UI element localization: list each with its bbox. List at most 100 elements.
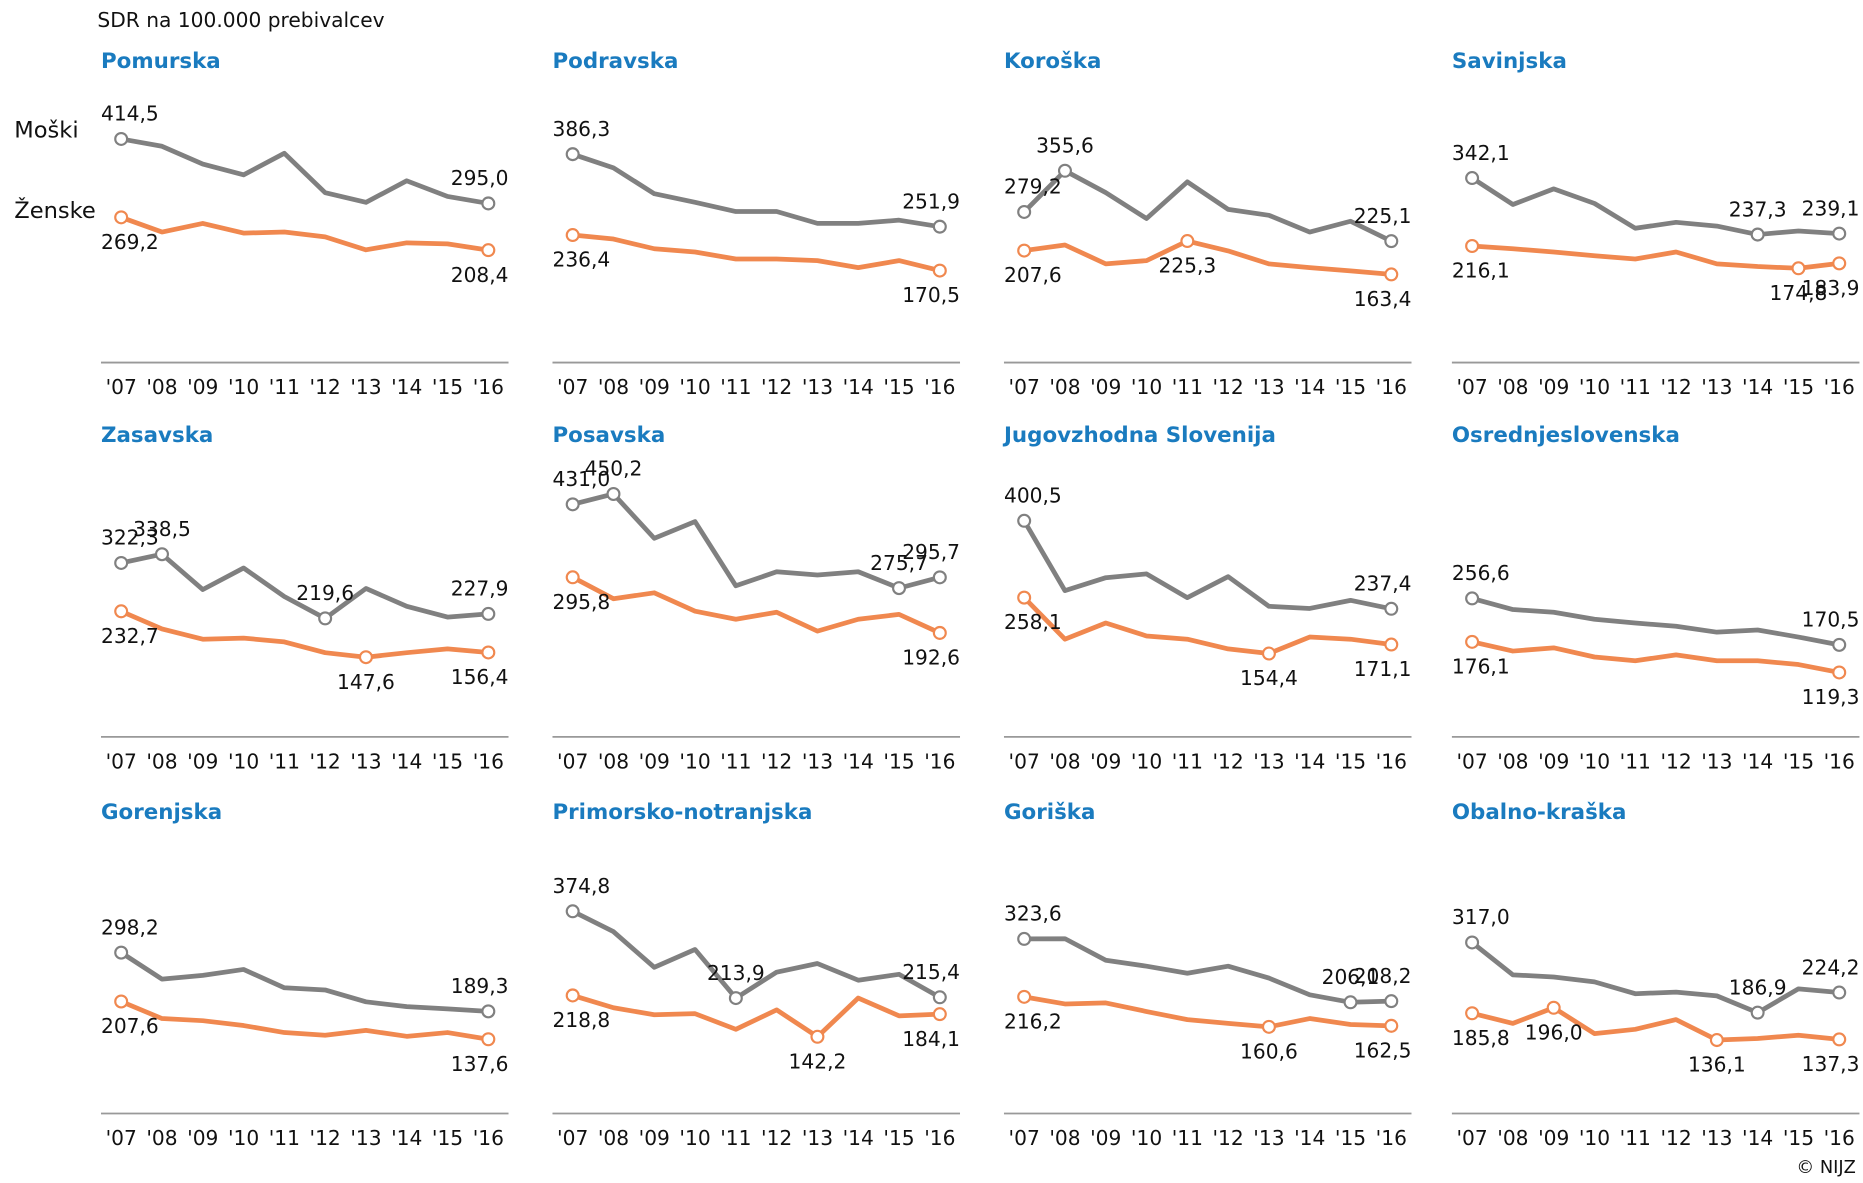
x-tick-label: '10	[228, 375, 259, 399]
point-marker	[1343, 995, 1358, 1010]
data-label: 184,1	[902, 1027, 960, 1051]
point-marker	[1832, 985, 1847, 1000]
data-label: 219,6	[296, 581, 354, 605]
x-tick-label: '10	[1131, 1126, 1162, 1150]
point-marker	[932, 990, 947, 1005]
panel-title: Osrednjeslovenska	[1452, 423, 1680, 448]
point-marker	[481, 1004, 496, 1019]
x-tick-label: '11	[1620, 749, 1651, 773]
data-label: 342,1	[1452, 141, 1510, 165]
point-marker	[565, 988, 580, 1003]
data-label: 295,7	[902, 540, 960, 564]
x-tick-label: '11	[1620, 1126, 1651, 1150]
point-marker	[565, 570, 580, 585]
data-label: 216,1	[1452, 259, 1510, 283]
x-tick-label: '14	[1742, 1126, 1773, 1150]
data-label: 154,4	[1240, 666, 1298, 690]
panel-title: Jugovzhodna Slovenija	[1002, 423, 1276, 448]
data-label: 192,6	[902, 646, 960, 670]
point-marker	[1750, 1005, 1765, 1020]
panel-title: Podravska	[552, 49, 678, 74]
x-tick-label: '15	[432, 749, 463, 773]
x-tick-label: '07	[557, 1126, 588, 1150]
point-marker	[810, 1029, 825, 1044]
data-label: 224,2	[1802, 955, 1860, 979]
data-label: 215,4	[902, 960, 960, 984]
x-tick-label: '08	[1497, 1126, 1528, 1150]
y-axis-label: SDR na 100.000 prebivalcev	[97, 8, 384, 32]
panel-title: Zasavska	[101, 423, 213, 448]
series-line	[1470, 176, 1840, 237]
x-tick-label: '13	[1253, 375, 1284, 399]
data-label: 218,8	[552, 1008, 610, 1032]
x-tick-label: '16	[473, 749, 504, 773]
point-marker	[1180, 234, 1195, 249]
x-tick-label: '15	[432, 375, 463, 399]
x-tick-label: '13	[350, 375, 381, 399]
x-tick-label: '11	[269, 749, 300, 773]
series-line	[120, 215, 489, 253]
point-marker	[1465, 591, 1480, 606]
data-label: 317,0	[1452, 905, 1510, 929]
point-marker	[932, 219, 947, 234]
x-tick-label: '14	[843, 749, 874, 773]
point-marker	[606, 486, 621, 501]
x-tick-label: '13	[1253, 1126, 1284, 1150]
x-tick-label: '08	[1497, 375, 1528, 399]
x-tick-label: '08	[146, 1126, 177, 1150]
x-tick-label: '07	[1456, 1126, 1487, 1150]
x-tick-label: '12	[1660, 1126, 1691, 1150]
point-marker	[1017, 590, 1032, 605]
x-tick-label: '09	[187, 375, 218, 399]
data-label: 386,3	[552, 117, 610, 141]
x-tick-label: '10	[1579, 375, 1610, 399]
x-tick-label: '11	[720, 1126, 751, 1150]
data-label: 156,4	[451, 665, 509, 689]
point-marker	[1384, 994, 1399, 1009]
point-marker	[1832, 1032, 1847, 1047]
x-tick-label: '09	[1538, 375, 1569, 399]
point-marker	[932, 263, 947, 278]
x-tick-label: '11	[720, 749, 751, 773]
x-tick-label: '16	[1376, 749, 1407, 773]
point-marker	[728, 991, 743, 1006]
x-tick-label: '11	[1620, 375, 1651, 399]
x-tick-label: '13	[1701, 375, 1732, 399]
data-label: 414,5	[101, 102, 159, 126]
point-marker	[481, 196, 496, 211]
x-tick-label: '12	[1660, 749, 1691, 773]
x-tick-label: '09	[639, 1126, 670, 1150]
x-tick-label: '11	[1172, 1126, 1203, 1150]
x-tick-label: '14	[391, 1126, 422, 1150]
series-line	[571, 575, 941, 636]
x-tick-label: '14	[1294, 1126, 1325, 1150]
x-tick-label: '10	[228, 749, 259, 773]
point-marker	[565, 904, 580, 919]
x-tick-label: '14	[391, 749, 422, 773]
x-tick-label: '07	[1456, 749, 1487, 773]
data-label: 208,4	[451, 263, 509, 287]
x-tick-label: '13	[802, 749, 833, 773]
data-label: 227,9	[451, 577, 509, 601]
point-marker	[318, 611, 333, 626]
series-line	[1471, 1005, 1840, 1043]
x-tick-label: '09	[187, 749, 218, 773]
series-line	[120, 999, 489, 1042]
data-label: 163,4	[1354, 287, 1412, 311]
data-label: 256,6	[1452, 561, 1510, 585]
data-label: 206,1	[1322, 965, 1380, 989]
x-tick-label: '14	[1742, 375, 1773, 399]
x-tick-label: '08	[598, 375, 629, 399]
data-label: 189,3	[451, 974, 509, 998]
data-label: 213,9	[707, 961, 765, 985]
x-tick-label: '09	[1090, 375, 1121, 399]
point-marker	[1057, 163, 1072, 178]
x-tick-label: '08	[1049, 375, 1080, 399]
point-marker	[358, 650, 373, 665]
x-tick-label: '07	[1009, 749, 1040, 773]
point-marker	[565, 147, 580, 162]
point-marker	[154, 547, 169, 562]
x-tick-label: '13	[1253, 749, 1284, 773]
series-line	[1471, 596, 1840, 648]
